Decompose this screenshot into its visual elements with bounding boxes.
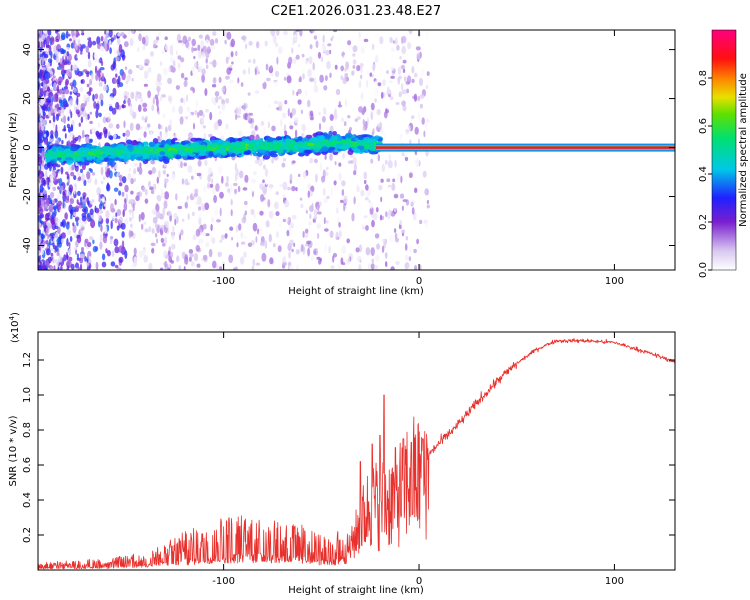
tone-line-core [376, 146, 675, 149]
svg-text:(x104): (x104) [8, 312, 21, 343]
spectrogram-panel: -100 0 100 -40 -20 0 20 40 Height of straight … [8, 29, 676, 297]
spectrogram-frame [37, 29, 676, 271]
spectrogram-y-tick-label: -20 [22, 188, 33, 204]
snr-panel: -100 0 100 0.2 0.4 0.6 0.8 1.0 1.2 Height of st… [8, 312, 676, 596]
spectrogram-y-ticks: -40 -20 0 20 40 [22, 43, 675, 254]
colorbar-tick-label: 0.4 [698, 166, 709, 182]
spectrogram-y-tick-label: 40 [22, 43, 33, 56]
spectrogram-x-tick-label: -100 [212, 276, 235, 287]
spectrogram-x-ticks: -100 0 100 [212, 30, 624, 287]
snr-y-tick-label: 0.4 [22, 492, 33, 508]
snr-y-tick-label: 0.8 [22, 422, 33, 438]
colorbar-tick-label: 0.2 [698, 214, 709, 230]
colorbar-tick-label: 0.0 [698, 262, 709, 278]
spectrogram-y-tick-label: -40 [22, 237, 33, 253]
chart-title: C2E1.2026.031.23.48.E27 [271, 4, 441, 19]
spectrogram-y-tick-label: 20 [22, 92, 33, 105]
spectrogram-x-label: Height of straight line (km) [288, 286, 424, 297]
snr-y-tick-label: 0.2 [22, 527, 33, 543]
colorbar-tick-label: 0.6 [698, 118, 709, 134]
snr-frame [37, 331, 676, 571]
colorbar-gradient [711, 29, 737, 271]
colorbar-tick-label: 0.8 [698, 70, 709, 86]
spectrogram-x-tick-label: 0 [416, 276, 422, 287]
heatmap-signal-band [44, 130, 384, 168]
spectrogram-x-tick-label: 100 [605, 276, 624, 287]
snr-y-label: SNR (10 * v/v) [8, 415, 19, 486]
colorbar-ticks: 0.0 0.2 0.4 0.6 0.8 [698, 70, 712, 278]
snr-multiplier-exp: 4 [8, 315, 16, 320]
snr-multiplier-close: ) [10, 312, 21, 316]
spectrogram-y-label: Frequency (Hz) [8, 112, 19, 188]
snr-x-tick-label: 0 [416, 576, 422, 587]
spectrogram-heatmap [38, 30, 675, 270]
snr-y-ticks: 0.2 0.4 0.6 0.8 1.0 1.2 [22, 352, 675, 543]
spectrogram-y-tick-label: 0 [22, 144, 33, 150]
snr-x-label: Height of straight line (km) [288, 585, 424, 596]
colorbar-label: Normalized spectral amplitude [738, 73, 749, 227]
snr-multiplier: (x104) [8, 312, 21, 343]
snr-y-tick-label: 1.0 [22, 387, 33, 403]
snr-y-tick-label: 1.2 [22, 352, 33, 368]
snr-series-line [38, 338, 675, 570]
snr-multiplier-base: (x10 [10, 320, 21, 343]
snr-x-tick-label: -100 [212, 576, 235, 587]
snr-x-ticks: -100 0 100 [212, 332, 624, 587]
colorbar: 0.0 0.2 0.4 0.6 0.8 Normalized spectral ampl… [698, 29, 749, 278]
snr-x-tick-label: 100 [605, 576, 624, 587]
snr-y-tick-label: 0.6 [22, 457, 33, 473]
